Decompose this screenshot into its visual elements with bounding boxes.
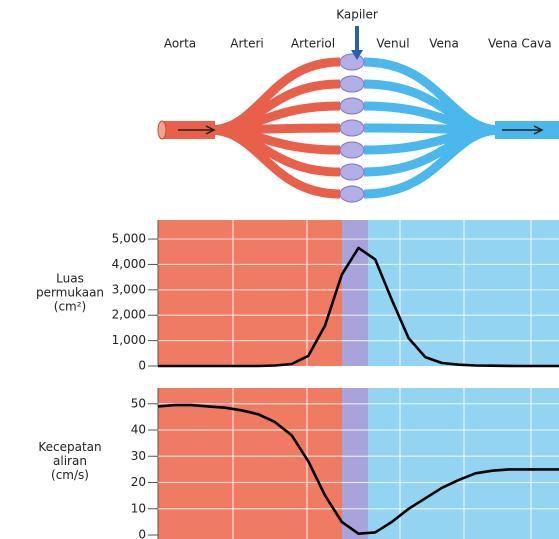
y-tick-label: 0 — [138, 528, 146, 539]
y-tick-label: 50 — [131, 396, 146, 410]
capillary-bed — [339, 119, 365, 137]
y-tick-label: 2,000 — [112, 308, 146, 322]
y-tick-label: 4,000 — [112, 257, 146, 271]
label-kapiler: Kapiler — [336, 8, 378, 22]
y-tick-label: 10 — [131, 501, 146, 515]
label-venul: Venul — [376, 37, 409, 51]
y-axis-label: permukaan — [36, 286, 104, 300]
capillary-bed — [339, 185, 365, 203]
vein-branch — [363, 57, 501, 135]
y-tick-label: 40 — [131, 423, 146, 437]
region-band — [342, 388, 368, 539]
capillary-bed — [339, 97, 365, 115]
y-axis-label: Kecepatan — [38, 440, 101, 454]
label-vena: Vena — [429, 37, 459, 51]
capillary-bed — [339, 141, 365, 159]
vessel-diagram — [157, 53, 559, 203]
region-band — [342, 220, 368, 366]
y-axis-label: aliran — [53, 454, 87, 468]
y-tick-label: 3,000 — [112, 282, 146, 296]
label-vena-cava: Vena Cava — [488, 37, 552, 51]
y-tick-label: 5,000 — [112, 232, 146, 246]
label-arteriol: Arteriol — [291, 37, 335, 51]
artery-branch — [209, 125, 341, 199]
y-axis-label: (cm²) — [54, 300, 86, 314]
flow-arrow — [502, 125, 544, 135]
y-axis-label: Luas — [56, 272, 84, 286]
y-axis-label: (cm/s) — [51, 468, 89, 482]
capillary-bed — [339, 163, 365, 181]
y-tick-label: 30 — [131, 449, 146, 463]
data-line — [157, 403, 559, 535]
flow-arrow — [178, 125, 216, 135]
y-tick-label: 20 — [131, 475, 146, 489]
kapiler-arrow-head — [351, 50, 363, 60]
region-band — [158, 388, 342, 539]
label-arteri: Arteri — [230, 37, 264, 51]
capillary-bed — [339, 75, 365, 93]
y-tick-label: 1,000 — [112, 333, 146, 347]
aorta-opening — [157, 120, 167, 140]
region-band — [158, 220, 342, 366]
label-aorta: Aorta — [164, 37, 196, 51]
capillary-bed — [339, 53, 365, 71]
vein-branch — [363, 125, 501, 199]
data-line — [158, 246, 559, 368]
y-tick-label: 0 — [138, 359, 146, 373]
